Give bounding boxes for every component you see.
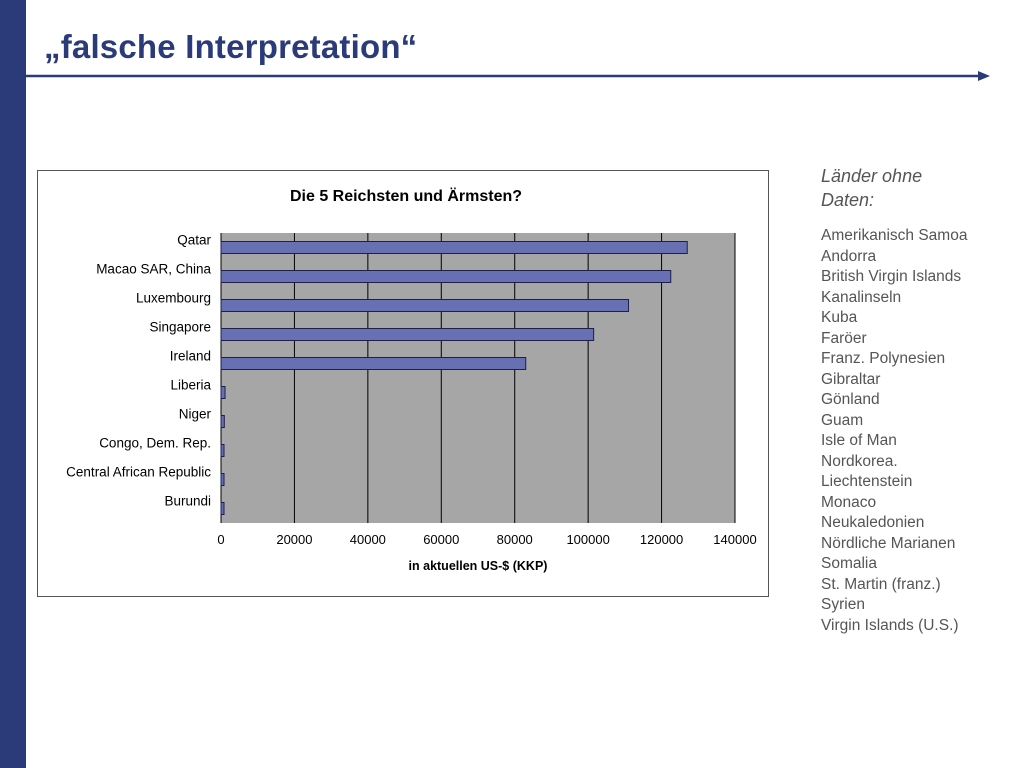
missing-country-item: Gönland [821, 391, 880, 408]
bar [220, 444, 225, 457]
missing-country-item: Syrien [821, 596, 865, 613]
x-tick-label: 20000 [276, 532, 312, 547]
category-label: Qatar [177, 233, 211, 248]
x-tick-label: 80000 [497, 532, 533, 547]
missing-country-item: Neukaledonien [821, 514, 925, 531]
category-label: Congo, Dem. Rep. [99, 436, 211, 451]
missing-country-item: Kuba [821, 309, 858, 326]
category-label: Central African Republic [66, 465, 211, 480]
bar [220, 328, 595, 341]
missing-country-item: Amerikanisch Samoa [821, 227, 968, 244]
missing-country-item: Somalia [821, 555, 877, 572]
missing-country-item: Virgin Islands (U.S.) [821, 616, 959, 634]
missing-country-item: Franz. Polynesien [821, 350, 946, 367]
missing-country-item: St. Martin (franz.) [821, 575, 941, 593]
missing-countries-list: Amerikanisch Samoa Andorra British Virgin … [821, 226, 1021, 636]
x-tick-label: 140000 [713, 532, 756, 547]
missing-country-item: Andorra [821, 247, 877, 265]
bar [220, 502, 225, 515]
chart-container: Die 5 Reichsten und Ärmsten? 0 20000 40000 6… [37, 170, 769, 597]
left-accent-bar [0, 0, 26, 768]
missing-data-heading: Länder ohne Daten: [821, 166, 923, 210]
missing-country-item: British Virgin Islands [821, 268, 962, 285]
category-label: Singapore [149, 320, 211, 335]
x-tick-label: 100000 [566, 532, 609, 547]
chart-title: Die 5 Reichsten und Ärmsten? [290, 187, 522, 205]
missing-country-item: Isle of Man [821, 432, 897, 449]
category-label: Niger [179, 407, 212, 422]
x-tick-label: 0 [217, 532, 224, 547]
bar [220, 299, 630, 312]
missing-country-item: Liechtenstein [821, 473, 913, 490]
bar [220, 415, 225, 428]
missing-country-item: Monaco [821, 493, 877, 511]
missing-country-item: Guam [821, 411, 864, 429]
category-label: Burundi [164, 494, 211, 509]
x-tick-label: 60000 [423, 532, 459, 547]
bar [220, 241, 688, 254]
x-tick-label: 40000 [350, 532, 386, 547]
missing-country-item: Nordkorea. [821, 452, 898, 470]
x-tick-label: 120000 [640, 532, 683, 547]
bar [220, 270, 672, 283]
missing-data-panel: Länder ohne Daten: Amerikanisch Samoa And… [821, 164, 1021, 636]
x-axis-label: in aktuellen US-$ (KKP) [409, 559, 548, 573]
category-label: Liberia [170, 378, 211, 393]
bar-chart: Die 5 Reichsten und Ärmsten? 0 20000 40000 6… [66, 187, 757, 573]
missing-country-item: Faröer [821, 329, 867, 347]
bar [220, 473, 225, 486]
bar [220, 357, 527, 370]
title-underline-arrow [26, 71, 990, 81]
bar [220, 386, 226, 399]
missing-country-item: Nördliche Marianen [821, 534, 956, 552]
category-label: Ireland [170, 349, 211, 364]
slide-title: „falsche Interpretation“ [44, 28, 418, 65]
category-label: Luxembourg [136, 291, 211, 306]
missing-country-item: Gibraltar [821, 370, 881, 388]
category-label: Macao SAR, China [96, 262, 211, 277]
missing-country-item: Kanalinseln [821, 288, 902, 306]
